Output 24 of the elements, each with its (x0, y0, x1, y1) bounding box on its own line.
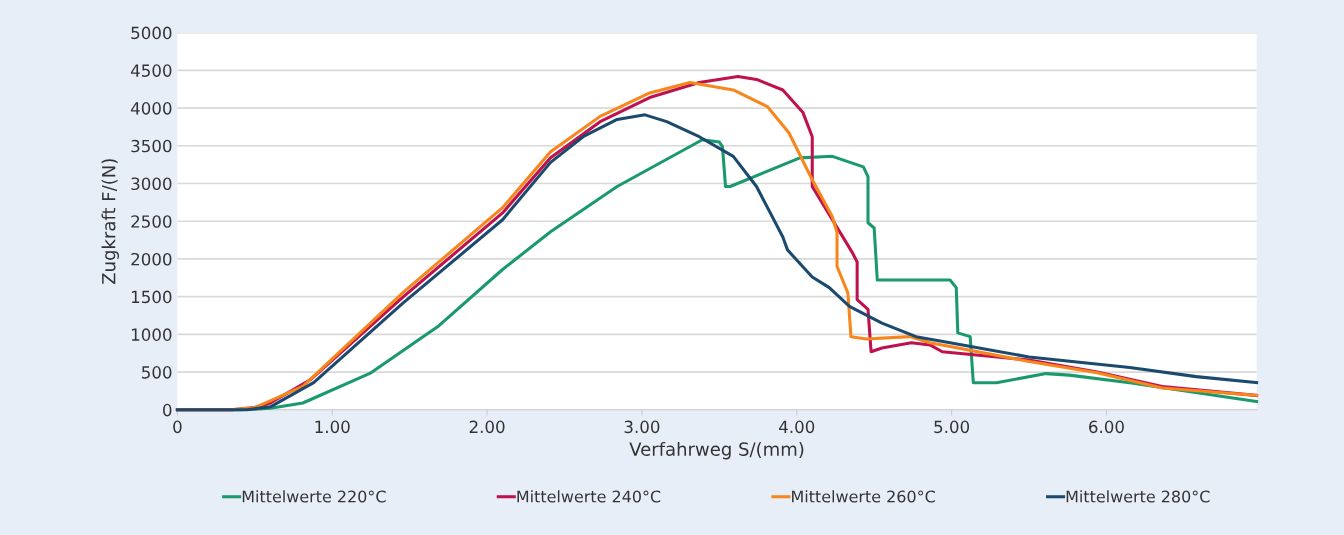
y-tick-label: 5000 (131, 26, 172, 40)
y-tick-label: 4500 (130, 64, 172, 77)
y-tick-label: 500 (142, 366, 172, 379)
y-tick-label: 1000 (131, 328, 172, 341)
y-tick-label: 2500 (131, 215, 172, 228)
x-tick-label: 6.00 (1089, 420, 1124, 434)
x-tick-label: 5.00 (934, 420, 970, 434)
legend-label: Mittelwerte 220°C (242, 490, 386, 503)
y-axis-title: Zugkraft F/(N) (101, 159, 120, 284)
y-tick-label: 0 (163, 403, 172, 417)
x-tick-label: 3.00 (624, 420, 660, 434)
y-tick-label: 3000 (131, 177, 172, 191)
legend-label: Mittelwerte 260°C (792, 490, 935, 503)
y-tick-label: 3500 (131, 139, 172, 153)
x-tick-label: 2.00 (469, 420, 505, 434)
y-tick-label: 1500 (131, 290, 172, 304)
x-axis-title: Verfahrweg S/(mm) (629, 441, 804, 460)
y-tick-label: 4000 (130, 102, 172, 115)
x-tick-label: 1.00 (315, 420, 350, 434)
legend-label: Mittelwerte 280°C (1066, 490, 1210, 503)
y-tick-label: 2000 (131, 252, 172, 266)
x-tick-label: 0 (173, 420, 182, 434)
x-tick-label: 4.00 (779, 420, 815, 434)
legend-label: Mittelwerte 240°C (517, 490, 661, 503)
